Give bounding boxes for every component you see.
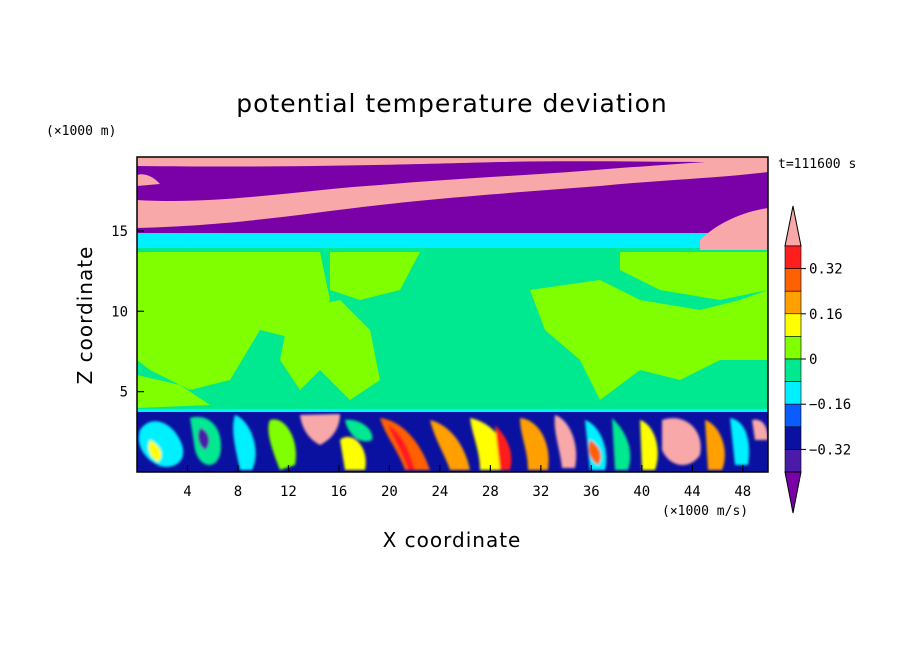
chart-title: potential temperature deviation [236,89,667,118]
colorbar-segment [784,449,802,473]
x-tick-label: 28 [482,484,499,500]
x-tick-label: 24 [431,484,448,500]
x-tick-label: 44 [684,484,701,500]
time-label: t=111600 s [778,157,856,172]
field-bl-top-edge [137,409,768,412]
x-tick-label: 32 [532,484,549,500]
field-pink-patch-left [137,174,160,186]
colorbar-tick-label: 0.32 [809,262,843,278]
y-tick-label: 5 [120,385,128,401]
colorbar-segment [784,403,802,428]
colorbar-segment [784,313,802,337]
x-tick-label: 20 [381,484,398,500]
field-plume-center-left [280,300,380,400]
colorbar-tick-label: 0.16 [809,307,843,323]
field-plume-bottom-left [137,375,210,408]
colorbar-segment [784,205,802,247]
colorbar-segment [784,245,802,269]
field-pink-patch-right [700,208,768,250]
y-tick-label: 10 [111,304,128,320]
colorbar-segment [784,290,802,315]
field-tropopause-edge [137,248,768,252]
x-tick-label: 12 [280,484,297,500]
field-plume-top-right [620,252,768,300]
plot-frame [136,156,769,473]
field-plume-right [530,280,768,400]
colorbar-segment [784,426,802,450]
colorbar-segment [784,381,802,405]
colorbar: 0.32 0.16 0 −0.16 −0.32 [784,205,851,514]
field-plume-left [137,252,330,390]
x-tick-label: 4 [183,484,191,500]
x-tick-label: 40 [633,484,650,500]
contour-field [137,157,768,472]
colorbar-segment [784,471,802,514]
colorbar-tick-label: −0.32 [809,442,851,458]
colorbar-segment [784,336,802,360]
y-tick-label: 15 [111,224,128,240]
y-unit-label: (×1000 m) [46,124,116,139]
field-pink-band-middle [137,158,768,228]
colorbar-tick-label: 0 [809,352,817,368]
colorbar-segment [784,358,802,382]
field-pink-band-top [137,157,768,167]
colorbar-segment [784,268,802,292]
x-axis-ticks: 4 8 12 16 20 24 28 32 36 40 44 48 [183,465,751,500]
x-tick-label: 48 [734,484,751,500]
x-unit-label: (×1000 m/s) [662,504,748,519]
y-axis-label: Z coordinate [73,246,97,385]
y-axis-ticks: 5 10 15 [111,224,144,401]
field-turbulence [138,414,768,470]
x-tick-label: 8 [234,484,242,500]
x-axis-label: X coordinate [383,528,522,552]
field-plume-top-center [330,252,420,300]
x-tick-label: 16 [330,484,347,500]
x-tick-label: 36 [583,484,600,500]
colorbar-tick-label: −0.16 [809,397,851,413]
field-tropopause-band [137,232,768,250]
